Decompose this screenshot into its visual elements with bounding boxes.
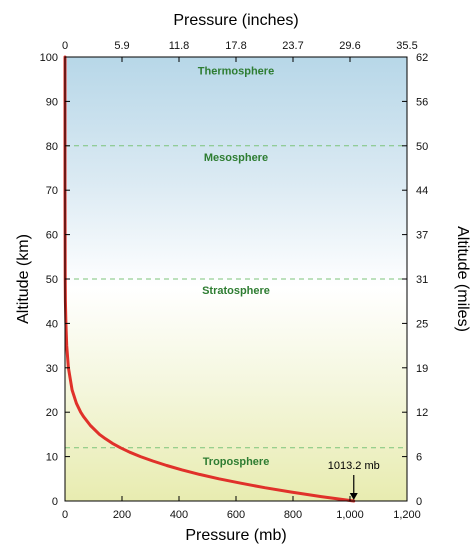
y-tick-label-left: 60 xyxy=(46,230,58,242)
x-axis-title-bottom: Pressure (mb) xyxy=(185,527,286,544)
x-tick-label-top: 29.6 xyxy=(339,40,360,52)
y-tick-label-left: 100 xyxy=(40,52,58,64)
y-tick-label-right: 25 xyxy=(416,318,428,330)
layer-label-stratosphere: Stratosphere xyxy=(202,285,270,297)
y-tick-label-right: 44 xyxy=(416,185,428,197)
y-tick-label-left: 70 xyxy=(46,185,58,197)
y-tick-label-right: 6 xyxy=(416,452,422,464)
y-tick-label-right: 0 xyxy=(416,496,422,508)
x-tick-label-top: 35.5 xyxy=(396,40,417,52)
x-tick-label-bottom: 600 xyxy=(227,509,245,521)
y-tick-label-right: 50 xyxy=(416,141,428,153)
x-axis-title-top: Pressure (inches) xyxy=(173,12,298,29)
layer-label-mesosphere: Mesosphere xyxy=(204,152,268,164)
x-tick-label-bottom: 800 xyxy=(284,509,302,521)
layer-label-troposphere: Troposphere xyxy=(203,456,270,468)
x-tick-label-bottom: 0 xyxy=(62,509,68,521)
y-tick-label-right: 62 xyxy=(416,52,428,64)
x-tick-label-bottom: 1,000 xyxy=(336,509,364,521)
x-tick-label-top: 23.7 xyxy=(282,40,303,52)
x-tick-label-bottom: 400 xyxy=(170,509,188,521)
y-tick-label-left: 20 xyxy=(46,407,58,419)
x-tick-label-top: 17.8 xyxy=(225,40,246,52)
x-tick-label-top: 5.9 xyxy=(114,40,129,52)
layer-label-thermosphere: Thermosphere xyxy=(198,65,274,77)
y-axis-title-left: Altitude (km) xyxy=(15,234,32,324)
annotation-arrow-head xyxy=(349,493,358,500)
y-tick-label-left: 90 xyxy=(46,96,58,108)
y-tick-label-right: 19 xyxy=(416,363,428,375)
surface-pressure-label: 1013.2 mb xyxy=(328,460,380,472)
y-tick-label-left: 10 xyxy=(46,452,58,464)
x-tick-label-top: 11.8 xyxy=(169,40,190,52)
y-tick-label-left: 30 xyxy=(46,363,58,375)
surface-pressure-annotation: 1013.2 mb xyxy=(328,460,380,500)
y-tick-label-left: 40 xyxy=(46,318,58,330)
y-tick-label-left: 80 xyxy=(46,141,58,153)
x-tick-label-bottom: 1,200 xyxy=(393,509,421,521)
y-tick-label-left: 50 xyxy=(46,274,58,286)
x-tick-label-bottom: 200 xyxy=(113,509,131,521)
y-tick-label-right: 37 xyxy=(416,230,428,242)
y-tick-label-right: 12 xyxy=(416,407,428,419)
layer-labels: Thermosphere Mesosphere Stratosphere Tropos… xyxy=(198,65,274,468)
y-tick-label-right: 56 xyxy=(416,96,428,108)
y-tick-label-left: 0 xyxy=(52,496,58,508)
y-tick-label-right: 31 xyxy=(416,274,428,286)
x-tick-label-top: 0 xyxy=(62,40,68,52)
y-axis-title-right: Altitude (miles) xyxy=(454,226,471,332)
